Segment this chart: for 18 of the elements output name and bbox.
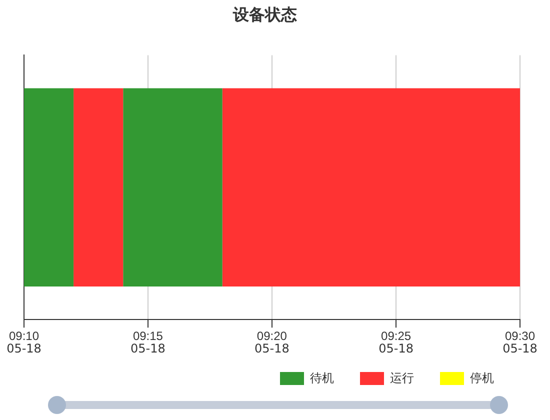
x-tick-label: 09:10 [8,329,40,344]
text: 05-18 [6,342,42,356]
x-tick-label: 09:30 [504,329,536,344]
text: 05-18 [130,342,166,356]
bar [123,88,222,287]
legend-label: 停机 [470,370,494,385]
chart-title: 设备状态 [232,6,297,24]
x-tick-label: 09:15 [132,329,164,344]
bar [24,88,74,287]
text: 05-18 [378,342,414,356]
text: 05-18 [502,342,538,356]
text: 05-18 [254,342,290,356]
bar [74,88,124,287]
legend-label: 运行 [390,370,414,385]
x-tick-label: 09:25 [381,329,412,344]
x-tick-label: 09:20 [256,329,288,344]
bar [222,88,520,287]
legend-label: 待机 [310,370,334,385]
